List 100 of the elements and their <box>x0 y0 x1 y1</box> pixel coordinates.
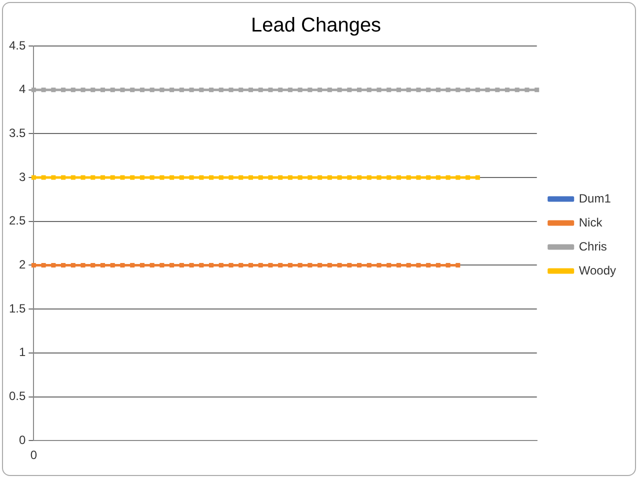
point <box>41 175 46 180</box>
point <box>90 88 96 92</box>
point <box>61 262 66 268</box>
point <box>534 88 540 92</box>
point <box>524 88 530 92</box>
point <box>189 175 194 180</box>
point <box>100 262 106 268</box>
point <box>150 88 154 92</box>
point <box>357 88 362 92</box>
legend-label: Chris <box>578 239 607 254</box>
point <box>298 175 302 180</box>
chart-title: Lead Changes <box>250 14 382 37</box>
point <box>357 175 362 180</box>
point <box>288 262 292 268</box>
point <box>495 88 500 92</box>
point <box>386 175 392 180</box>
point <box>248 262 254 268</box>
point <box>386 88 392 92</box>
point <box>278 262 283 268</box>
point <box>318 88 322 92</box>
point <box>485 88 490 92</box>
point <box>110 175 115 180</box>
point <box>130 175 135 180</box>
point <box>70 88 76 92</box>
point <box>426 175 431 180</box>
point <box>337 88 342 92</box>
y-tick-label: 3 <box>18 170 26 184</box>
point <box>140 175 144 180</box>
point <box>110 262 115 268</box>
point <box>51 175 56 180</box>
point <box>376 262 382 268</box>
point <box>396 88 401 92</box>
point <box>120 262 125 268</box>
point <box>396 262 401 268</box>
point <box>80 262 86 268</box>
point <box>436 175 440 180</box>
point <box>61 175 66 180</box>
y-tick-label: 2 <box>18 258 26 272</box>
point <box>337 262 342 268</box>
point <box>100 175 106 180</box>
point <box>120 175 125 180</box>
point <box>160 88 164 92</box>
point <box>426 88 431 92</box>
y-tick-label: 1 <box>18 345 26 360</box>
y-tick-label: 1.5 <box>8 301 26 316</box>
point <box>258 88 263 92</box>
point <box>456 262 460 268</box>
point <box>505 88 510 92</box>
point <box>416 262 421 268</box>
point <box>199 262 204 268</box>
legend-label: Dum1 <box>578 191 612 206</box>
point <box>61 88 66 92</box>
y-tick-label: 3.5 <box>8 126 26 140</box>
point <box>228 262 234 268</box>
point <box>80 88 86 92</box>
point <box>298 262 302 268</box>
point <box>209 88 214 92</box>
point <box>268 262 273 268</box>
point <box>120 88 125 92</box>
point <box>456 88 460 92</box>
point <box>51 88 56 92</box>
point <box>347 262 352 268</box>
point <box>347 88 352 92</box>
point <box>347 175 352 180</box>
point <box>189 262 194 268</box>
point <box>406 175 411 180</box>
point <box>357 262 362 268</box>
point <box>466 175 470 180</box>
point <box>376 88 382 92</box>
point <box>416 175 421 180</box>
point <box>258 175 263 180</box>
point <box>160 262 164 268</box>
point <box>90 175 96 180</box>
point <box>238 175 244 180</box>
point <box>366 88 372 92</box>
point <box>228 88 234 92</box>
point <box>475 88 480 92</box>
point <box>209 262 214 268</box>
point <box>218 88 224 92</box>
point <box>170 88 174 92</box>
point <box>130 88 135 92</box>
point <box>160 175 164 180</box>
point <box>258 262 263 268</box>
point <box>31 262 36 268</box>
point <box>416 88 421 92</box>
y-tick-label: 2.5 <box>8 214 26 228</box>
point <box>426 262 431 268</box>
point <box>140 262 144 268</box>
point <box>337 175 342 180</box>
point <box>199 88 204 92</box>
point <box>90 262 96 268</box>
y-tick-label: 0 <box>18 432 26 447</box>
point <box>170 175 174 180</box>
point <box>318 262 322 268</box>
point <box>140 88 144 92</box>
point <box>31 175 36 180</box>
point <box>179 262 184 268</box>
point <box>514 88 520 92</box>
point <box>218 262 224 268</box>
point <box>446 262 450 268</box>
